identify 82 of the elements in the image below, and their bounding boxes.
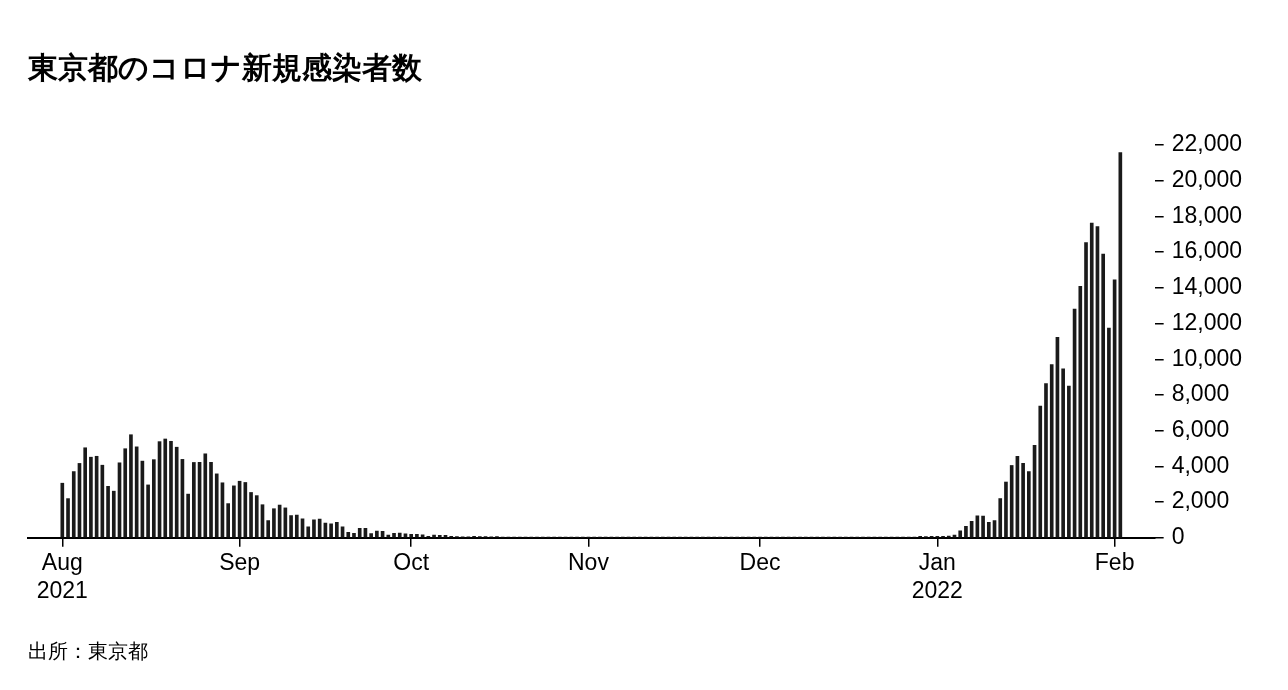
bar xyxy=(335,522,339,538)
y-tick-label: 22,000 xyxy=(1171,130,1243,157)
y-tick-label: 18,000 xyxy=(1171,201,1243,228)
bar xyxy=(169,440,173,538)
bar xyxy=(1009,465,1014,538)
bar xyxy=(243,482,248,538)
bar xyxy=(397,532,402,538)
x-tick-label: Sep xyxy=(219,548,261,575)
bar xyxy=(1078,285,1083,538)
bar xyxy=(249,492,253,538)
bar xyxy=(1067,385,1071,538)
y-tick-label: 12,000 xyxy=(1171,308,1243,335)
bar xyxy=(66,498,70,538)
y-tick-label: 8,000 xyxy=(1171,380,1230,407)
y-tick-label: 10,000 xyxy=(1171,344,1243,371)
y-tick-label: 16,000 xyxy=(1171,237,1243,264)
y-tick-label: 4,000 xyxy=(1171,451,1230,478)
bar xyxy=(986,521,991,538)
bar xyxy=(392,533,396,538)
bar xyxy=(174,446,179,538)
bar xyxy=(1021,462,1025,538)
bar xyxy=(129,434,133,538)
bar xyxy=(186,493,190,538)
bar xyxy=(998,498,1003,538)
bar xyxy=(226,503,230,538)
bar xyxy=(232,485,236,538)
bar xyxy=(106,485,110,538)
bar xyxy=(1101,253,1106,538)
y-tick-label: 2,000 xyxy=(1171,487,1230,514)
bar xyxy=(214,473,219,538)
bar xyxy=(111,490,116,538)
bar xyxy=(1084,242,1088,538)
bar xyxy=(71,471,76,538)
bar xyxy=(415,533,419,538)
text: 出所：東京都 xyxy=(28,639,148,664)
bar xyxy=(1004,481,1008,538)
bar xyxy=(312,519,316,538)
bar xyxy=(151,459,156,538)
x-tick-label: Jan 2022 xyxy=(911,548,963,603)
x-tick-label: Dec xyxy=(739,548,781,575)
bar xyxy=(254,495,259,538)
bar xyxy=(409,533,414,538)
y-tick-label: 20,000 xyxy=(1171,166,1243,193)
bar xyxy=(1089,222,1094,538)
bar xyxy=(369,533,373,538)
bar xyxy=(1107,327,1111,538)
y-tick-label: 14,000 xyxy=(1171,273,1243,300)
bar xyxy=(346,532,351,538)
bar xyxy=(357,527,362,538)
bar xyxy=(192,462,196,538)
bar xyxy=(964,526,968,538)
bar xyxy=(329,523,333,538)
y-tick-label: 6,000 xyxy=(1171,416,1230,443)
bar xyxy=(352,532,356,538)
bar xyxy=(1027,471,1031,538)
bar xyxy=(83,447,88,538)
x-tick-label: Oct xyxy=(393,548,430,575)
x-tick-label: Feb xyxy=(1094,548,1135,575)
x-tick-label: Nov xyxy=(568,548,610,575)
bar xyxy=(294,514,299,538)
bar xyxy=(89,456,93,538)
bar xyxy=(203,453,208,538)
bar xyxy=(375,530,379,538)
bar xyxy=(1061,368,1065,538)
bar xyxy=(958,530,963,538)
bar xyxy=(209,462,213,538)
bar xyxy=(1038,405,1043,538)
bar xyxy=(1049,364,1054,538)
bar xyxy=(289,515,293,538)
bar xyxy=(163,438,168,538)
bar xyxy=(317,518,322,538)
bar xyxy=(306,526,311,538)
bar xyxy=(60,482,65,538)
x-tick-label: Aug 2021 xyxy=(36,548,88,603)
bar xyxy=(123,448,128,538)
bar xyxy=(146,484,150,538)
y-tick-label: 0 xyxy=(1171,523,1185,550)
bar xyxy=(272,508,276,538)
bar xyxy=(266,520,271,538)
bar xyxy=(1044,383,1048,538)
bar xyxy=(981,515,985,538)
chart-title: 東京都のコロナ新規感染者数 xyxy=(28,50,422,86)
